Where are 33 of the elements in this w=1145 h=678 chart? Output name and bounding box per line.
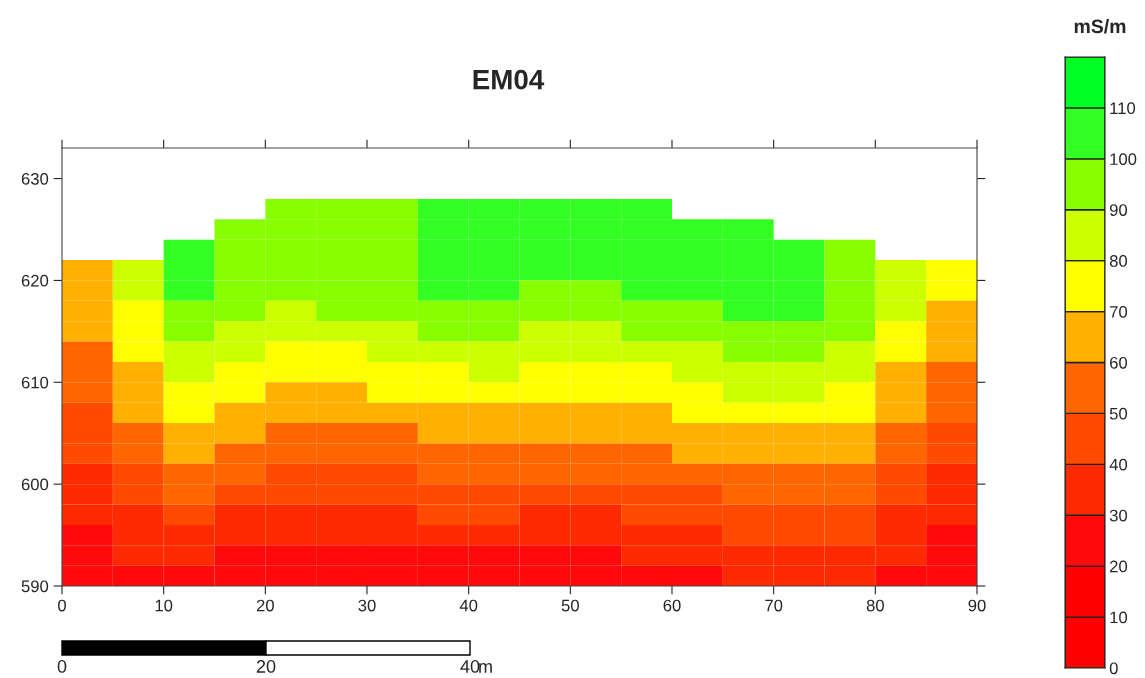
color-bar-label: 80: [1109, 255, 1128, 267]
text: 40: [460, 660, 480, 673]
color-bar-title: mS/m: [1074, 18, 1126, 34]
x-tick-label: 60: [663, 599, 681, 612]
x-tick-label: 20: [256, 599, 274, 612]
color-bar-label: 50: [1109, 407, 1128, 420]
y-tick-label: 590: [21, 580, 49, 593]
color-bar-label: 40: [1109, 458, 1128, 471]
color-bar-label: 20: [1110, 560, 1128, 573]
y-tick-label: 620: [21, 274, 49, 287]
x-tick-label: 50: [561, 599, 579, 612]
color-bar-label: 30: [1109, 509, 1128, 522]
text: m: [479, 662, 492, 673]
x-tick-label: 10: [155, 599, 173, 612]
text: 20: [256, 660, 276, 673]
color-bar-label: 0: [1109, 662, 1118, 675]
x-tick-label: 30: [358, 599, 376, 612]
color-bar-label: 60: [1110, 356, 1128, 369]
chart-title: EM04: [473, 69, 545, 90]
x-tick-label: 40: [459, 599, 478, 612]
color-bar-label: 90: [1109, 204, 1128, 216]
color-bar-label: 100: [1110, 153, 1137, 166]
y-tick-label: 630: [21, 172, 49, 185]
x-tick-label: 70: [765, 599, 783, 612]
x-tick-label: 0: [58, 599, 66, 612]
color-bar-label: 110: [1110, 102, 1136, 115]
y-tick-label: 600: [21, 478, 49, 491]
color-bar-label: 70: [1110, 305, 1128, 318]
text: 0: [57, 660, 67, 673]
color-bar-label: 10: [1110, 611, 1128, 624]
y-tick-label: 610: [21, 376, 49, 389]
x-tick-label: 90: [968, 599, 986, 612]
x-tick-label: 80: [866, 599, 884, 612]
